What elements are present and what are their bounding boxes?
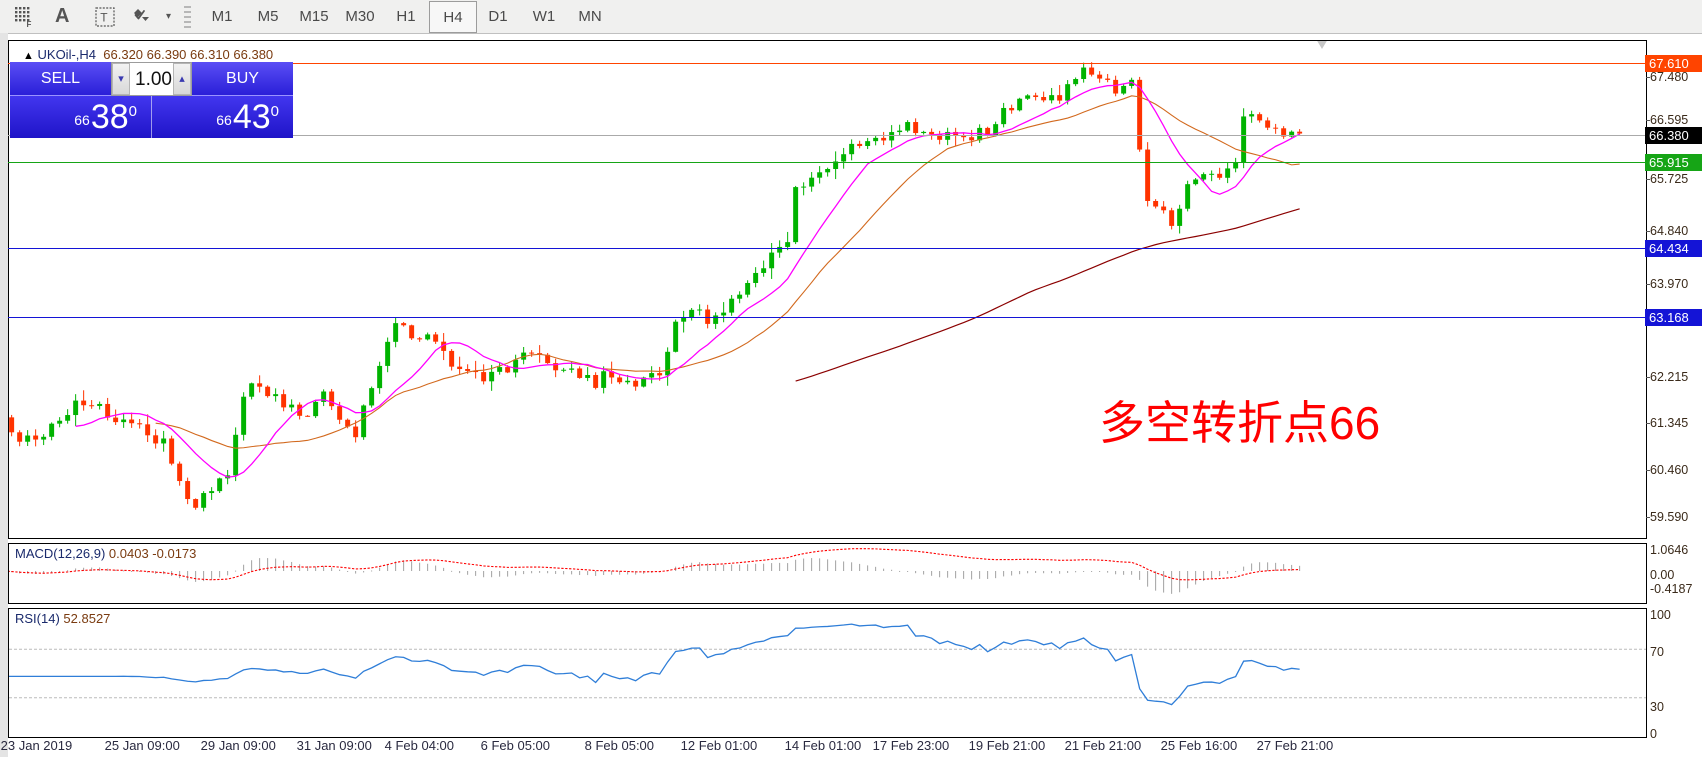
svg-text:T: T (100, 10, 108, 24)
svg-text:多空转折点66: 多空转折点66 (1099, 397, 1380, 449)
svg-text:F: F (27, 20, 32, 28)
